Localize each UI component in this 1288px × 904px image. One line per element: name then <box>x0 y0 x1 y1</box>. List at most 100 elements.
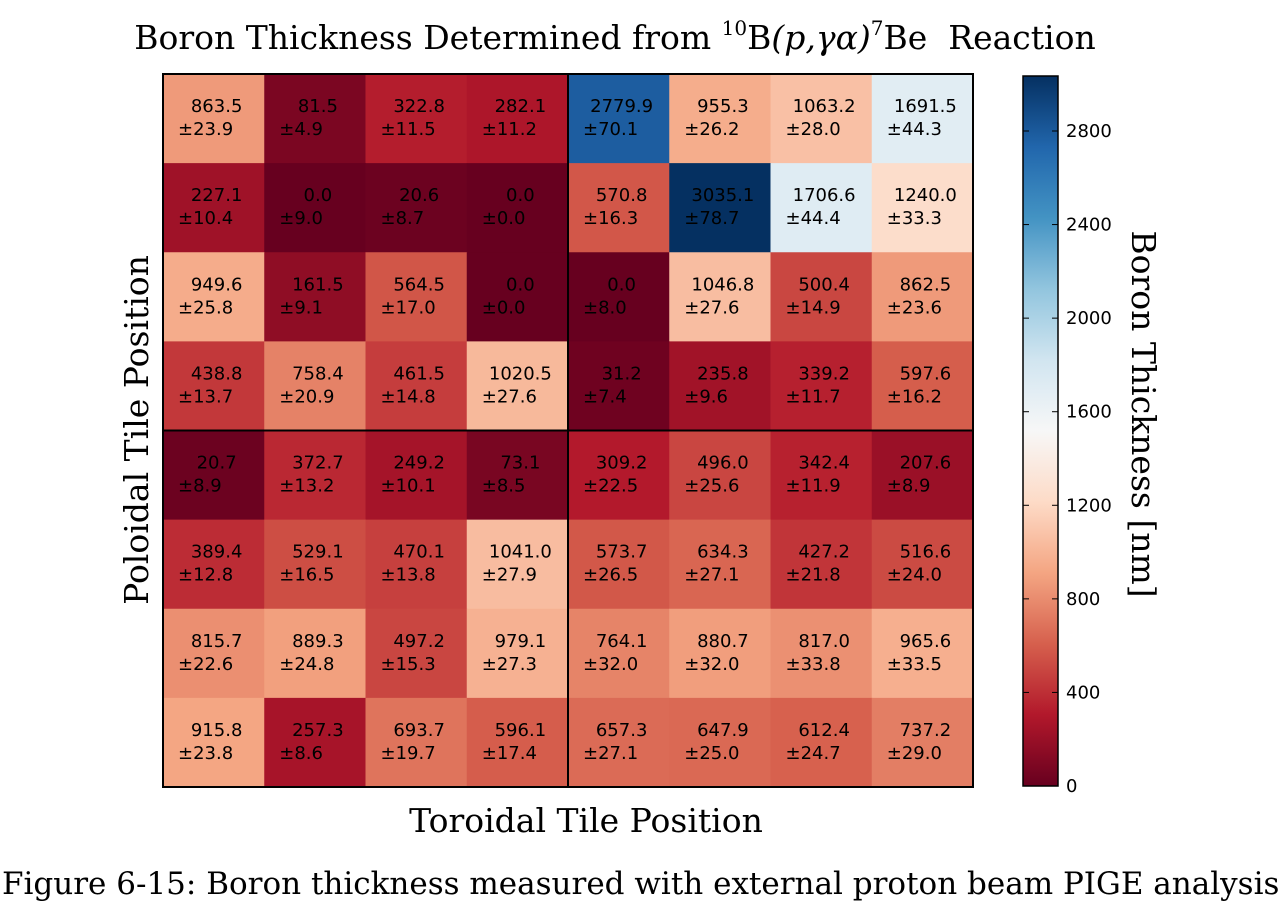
heatmap-cell <box>568 608 670 699</box>
cell-value-label: 612.4 ±24.7 <box>786 720 850 764</box>
heatmap-cell <box>264 697 366 788</box>
cell-value-label: 0.0 ±9.0 <box>279 185 332 229</box>
cell-value-label: 1020.5 ±27.6 <box>482 363 552 407</box>
heatmap-cell <box>669 252 771 342</box>
cell-value-label: 31.2 ±7.4 <box>583 363 642 407</box>
heatmap-cell <box>871 697 974 788</box>
cell-value-label: 764.1 ±32.0 <box>583 631 647 675</box>
heatmap-cell <box>871 608 974 699</box>
heatmap-cell <box>669 163 771 253</box>
heatmap-cell <box>568 341 670 431</box>
heatmap-cell <box>365 163 468 253</box>
cell-value-label: 955.3 ±26.2 <box>684 96 748 140</box>
colorbar-tick-label: 1200 <box>1066 495 1112 516</box>
cell-value-label: 737.2 ±29.0 <box>887 720 951 764</box>
heatmap-cell <box>163 163 265 253</box>
heatmap-cell <box>163 252 265 342</box>
cell-value-label: 81.5 ±4.9 <box>279 96 338 140</box>
cell-value-label: 817.0 ±33.8 <box>786 631 850 675</box>
colorbar-tick-label: 2000 <box>1066 308 1112 329</box>
heatmap-cell <box>466 341 569 431</box>
cell-value-label: 2779.9 ±70.1 <box>583 96 653 140</box>
cell-value-label: 0.0 ±0.0 <box>482 274 535 318</box>
cell-value-label: 815.7 ±22.6 <box>178 631 242 675</box>
heatmap-cell <box>466 608 569 699</box>
heatmap-cell <box>770 163 873 253</box>
cell-value-label: 573.7 ±26.5 <box>583 542 647 586</box>
cell-value-label: 470.1 ±13.8 <box>381 542 445 586</box>
heatmap-cell <box>871 519 974 610</box>
cell-value-label: 564.5 ±17.0 <box>381 274 445 318</box>
heatmap-cell <box>365 74 468 164</box>
heatmap-cell <box>264 430 366 521</box>
cell-value-label: 1041.0 ±27.9 <box>482 542 552 586</box>
cell-value-label: 863.5 ±23.9 <box>178 96 242 140</box>
cell-value-label: 389.4 ±12.8 <box>178 542 242 586</box>
cell-value-label: 161.5 ±9.1 <box>279 274 343 318</box>
cell-value-label: 889.3 ±24.8 <box>279 631 343 675</box>
heatmap-cell <box>770 430 873 521</box>
cell-value-label: 309.2 ±22.5 <box>583 453 647 497</box>
heatmap-cell <box>568 252 670 342</box>
colorbar <box>1022 75 1059 787</box>
heatmap-cell <box>163 430 265 521</box>
cell-value-label: 647.9 ±25.0 <box>684 720 748 764</box>
cell-value-label: 438.8 ±13.7 <box>178 363 242 407</box>
cell-value-label: 339.2 ±11.7 <box>786 363 850 407</box>
cell-value-label: 322.8 ±11.5 <box>381 96 445 140</box>
colorbar-ticks: 0 400 800 1200 1600 2000 2400 2800 <box>1023 121 1112 797</box>
heatmap-cell-labels: 863.5 ±23.9 81.5 ±4.9 322.8 ±11.5 282.1 ±11.2 27… <box>178 96 957 764</box>
cell-value-label: 596.1 ±17.4 <box>482 720 546 764</box>
cell-value-label: 597.6 ±16.2 <box>887 363 951 407</box>
heatmap-cell <box>264 519 366 610</box>
cell-value-label: 496.0 ±25.6 <box>684 453 748 497</box>
heatmap-cell <box>365 341 468 431</box>
heatmap-cell <box>466 74 569 164</box>
heatmap-cell <box>163 519 265 610</box>
cell-value-label: 257.3 ±8.6 <box>279 720 343 764</box>
heatmap-cell <box>770 74 873 164</box>
heatmap-cell <box>365 430 468 521</box>
cell-value-label: 965.6 ±33.5 <box>887 631 951 675</box>
heatmap-cell <box>264 252 366 342</box>
cell-value-label: 427.2 ±21.8 <box>786 542 850 586</box>
heatmap-cell <box>568 430 670 521</box>
heatmap-cell <box>466 697 569 788</box>
cell-value-label: 342.4 ±11.9 <box>786 453 850 497</box>
cell-value-label: 500.4 ±14.9 <box>786 274 850 318</box>
colorbar-tick-label: 2400 <box>1066 215 1112 236</box>
title-main: Boron Thickness Determined from <box>134 18 721 57</box>
cell-value-label: 461.5 ±14.8 <box>381 363 445 407</box>
cell-value-label: 249.2 ±10.1 <box>381 453 445 497</box>
heatmap-cell <box>264 74 366 164</box>
heatmap-cells <box>163 74 974 788</box>
colorbar-tick-label: 400 <box>1066 682 1100 703</box>
heatmap-cell <box>365 697 468 788</box>
heatmap-cell <box>365 252 468 342</box>
title-sup-7: 7 <box>871 16 884 40</box>
cell-value-label: 1691.5 ±44.3 <box>887 96 957 140</box>
heatmap-cell <box>568 74 670 164</box>
heatmap-cell <box>568 697 670 788</box>
x-axis-label: Toroidal Tile Position <box>409 801 763 840</box>
heatmap-cell <box>568 163 670 253</box>
cell-value-label: 372.7 ±13.2 <box>279 453 343 497</box>
heatmap-cell <box>669 608 771 699</box>
y-axis-label: Poloidal Tile Position <box>117 255 156 605</box>
title-tail: Reaction <box>927 18 1095 57</box>
heatmap-cell <box>163 697 265 788</box>
heatmap-cell <box>871 341 974 431</box>
figure-caption: Figure 6-15: Boron thickness measured wi… <box>2 866 1279 902</box>
title-sup-10: 10 <box>722 16 747 40</box>
heatmap-cell <box>871 74 974 164</box>
heatmap-cell <box>264 341 366 431</box>
heatmap-cell <box>466 519 569 610</box>
heatmap-cell <box>466 163 569 253</box>
cell-value-label: 0.0 ±0.0 <box>482 185 535 229</box>
colorbar-label: Boron Thickness [nm] <box>1124 230 1163 597</box>
cell-value-label: 657.3 ±27.1 <box>583 720 647 764</box>
heatmap-cell <box>770 519 873 610</box>
heatmap-cell <box>669 519 771 610</box>
cell-value-label: 949.6 ±25.8 <box>178 274 242 318</box>
heatmap-cell <box>770 697 873 788</box>
